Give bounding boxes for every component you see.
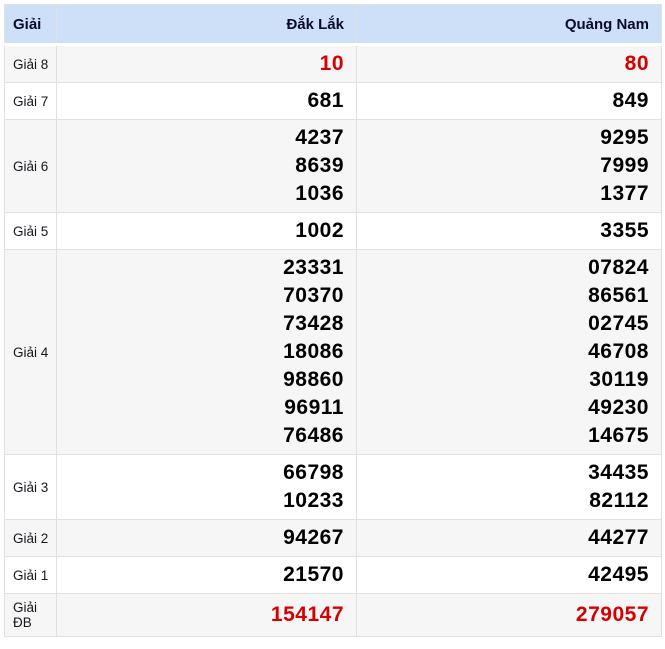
table-row: Giải 5 1002 3355 [4,212,662,250]
table-row: Giải 8 10 80 [4,44,662,83]
result-cell-right: 849 [356,82,662,120]
result-number: 154147 [270,603,344,626]
result-cell-right: 07824 86561 02745 46708 30119 49230 14675 [356,249,662,455]
result-cell-left: 154147 [56,593,357,637]
header-province-quang-nam: Quảng Nam [356,4,662,46]
result-number: 14675 [588,424,649,447]
result-cell-left: 10 [56,44,357,83]
result-number: 30119 [589,368,649,391]
table-header: Giải Đắk Lắk Quảng Nam [4,4,662,46]
result-number: 1002 [295,219,344,242]
table-row: Giải 7 681 849 [4,82,662,120]
result-number: 80 [624,52,649,75]
result-number: 73428 [283,312,344,335]
result-number: 23331 [283,256,344,279]
prize-label: Giải 5 [4,212,57,250]
result-number: 94267 [283,526,344,549]
result-cell-right: 3355 [356,212,662,250]
table-row: Giải 4 23331 70370 73428 18086 98860 96911 7648… [4,249,662,455]
result-number: 46708 [588,340,649,363]
result-number: 42495 [588,563,649,586]
result-cell-right: 9295 7999 1377 [356,119,662,213]
header-province-dak-lak: Đắk Lắk [56,4,357,46]
result-cell-right: 80 [356,44,662,83]
header-prize-column: Giải [4,4,57,46]
result-cell-left: 66798 10233 [56,454,357,520]
result-number: 4237 [295,126,344,149]
result-cell-left: 21570 [56,556,357,594]
result-cell-left: 23331 70370 73428 18086 98860 96911 76486 [56,249,357,455]
result-number: 9295 [600,126,649,149]
result-cell-left: 94267 [56,519,357,557]
result-number: 98860 [283,368,344,391]
table-row: Giải 6 4237 8639 1036 9295 7999 1377 [4,119,662,213]
result-number: 8639 [295,154,344,177]
prize-label: Giải 6 [4,119,57,213]
prize-label: Giải 7 [4,82,57,120]
result-number: 7999 [600,154,649,177]
prize-label: Giải 1 [4,556,57,594]
table-body: Giải 8 10 80 Giải 7 681 849 Giải 6 4237 8639 1036… [4,44,662,637]
result-number: 1036 [295,182,344,205]
result-number: 86561 [588,284,649,307]
result-number: 66798 [283,461,344,484]
prize-label: Giải 2 [4,519,57,557]
result-number: 44277 [588,526,649,549]
result-number: 681 [307,89,344,112]
result-number: 3355 [600,219,649,242]
result-number: 10233 [283,489,344,512]
result-cell-left: 1002 [56,212,357,250]
table-row: Giải 3 66798 10233 34435 82112 [4,454,662,520]
result-number: 10 [319,52,344,75]
result-cell-right: 279057 [356,593,662,637]
result-cell-right: 44277 [356,519,662,557]
result-cell-left: 4237 8639 1036 [56,119,357,213]
result-number: 1377 [600,182,649,205]
result-number: 96911 [284,396,344,419]
result-number: 02745 [588,312,649,335]
prize-label: Giải 3 [4,454,57,520]
result-number: 34435 [588,461,649,484]
result-number: 849 [612,89,649,112]
result-cell-left: 681 [56,82,357,120]
table-row: Giải 2 94267 44277 [4,519,662,557]
table-row: Giải ĐB 154147 279057 [4,593,662,637]
result-cell-right: 34435 82112 [356,454,662,520]
result-number: 49230 [588,396,649,419]
result-number: 279057 [575,603,649,626]
result-number: 76486 [283,424,344,447]
result-number: 70370 [283,284,344,307]
result-number: 07824 [588,256,649,279]
table-row: Giải 1 21570 42495 [4,556,662,594]
result-number: 18086 [283,340,344,363]
header-row: Giải Đắk Lắk Quảng Nam [4,4,662,46]
result-cell-right: 42495 [356,556,662,594]
prize-label: Giải 8 [4,44,57,83]
result-number: 21570 [283,563,344,586]
prize-label: Giải 4 [4,249,57,455]
result-number: 82112 [589,489,649,512]
prize-label: Giải ĐB [4,593,57,637]
